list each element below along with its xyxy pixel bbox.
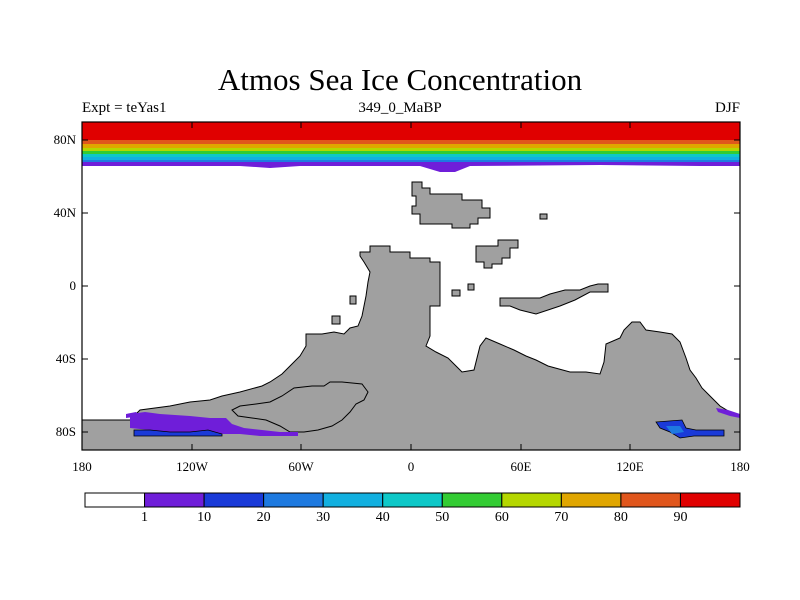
colorbar-swatch bbox=[501, 492, 562, 508]
landmass-central bbox=[475, 239, 519, 269]
colorbar-swatch bbox=[322, 492, 384, 508]
landmass-small-island-4 bbox=[467, 283, 475, 291]
season-label: DJF bbox=[714, 100, 740, 116]
lon-label-120w: 120W bbox=[176, 459, 208, 474]
lon-ticks bbox=[191, 122, 631, 450]
colorbar-swatch bbox=[620, 492, 681, 508]
experiment-label: Expt = teYas1 bbox=[82, 100, 167, 116]
lat-label-40n: 40N bbox=[53, 205, 76, 220]
colorbar bbox=[84, 492, 741, 508]
age-label: 349_0_MaBP bbox=[358, 100, 442, 116]
colorbar-label: 50 bbox=[435, 510, 450, 525]
colorbar-label: 1 bbox=[141, 510, 149, 525]
colorbar-swatch bbox=[382, 492, 443, 508]
lon-label-0: 0 bbox=[407, 459, 415, 474]
lat-label-eq: 0 bbox=[69, 278, 77, 293]
colorbar-swatch bbox=[144, 492, 205, 508]
colorbar-label: 90 bbox=[673, 510, 688, 525]
lat-label-40s: 40S bbox=[55, 351, 76, 366]
lon-label-120e: 120E bbox=[616, 459, 644, 474]
colorbar-label: 60 bbox=[494, 510, 509, 525]
lon-label-60w: 60W bbox=[288, 459, 314, 474]
landmass-small-island-2 bbox=[349, 295, 357, 305]
landmass-north bbox=[411, 181, 491, 229]
colorbar-swatch bbox=[263, 492, 324, 508]
landmass-small-island bbox=[331, 315, 341, 325]
lon-label-60e: 60E bbox=[510, 459, 532, 474]
colorbar-label: 80 bbox=[613, 510, 628, 525]
land-masses bbox=[81, 181, 741, 451]
colorbar-label: 30 bbox=[316, 510, 331, 525]
plot-title: Atmos Sea Ice Concentration bbox=[217, 62, 583, 97]
landmass-island-east bbox=[539, 213, 548, 220]
colorbar-label: 20 bbox=[256, 510, 271, 525]
colorbar-label: 10 bbox=[197, 510, 212, 525]
lat-ticks bbox=[82, 139, 740, 433]
landmass-small-island-3 bbox=[451, 289, 461, 297]
colorbar-swatch bbox=[560, 492, 622, 508]
colorbar-swatch bbox=[203, 492, 265, 508]
landmass-east-strip bbox=[499, 283, 609, 315]
colorbar-swatch bbox=[679, 492, 741, 508]
lon-label-180w: 180 bbox=[72, 459, 92, 474]
colorbar-swatch bbox=[84, 492, 146, 508]
landmass-southern-supercontinent bbox=[81, 245, 741, 451]
colorbar-label: 40 bbox=[375, 510, 390, 525]
lon-label-180e: 180 bbox=[730, 459, 750, 474]
southern-sea-ice bbox=[126, 408, 740, 439]
arctic-sea-ice bbox=[82, 122, 740, 172]
colorbar-label: 70 bbox=[554, 510, 569, 525]
lat-label-80s: 80S bbox=[55, 424, 76, 439]
lat-label-80n: 80N bbox=[53, 132, 76, 147]
colorbar-swatch bbox=[441, 492, 503, 508]
